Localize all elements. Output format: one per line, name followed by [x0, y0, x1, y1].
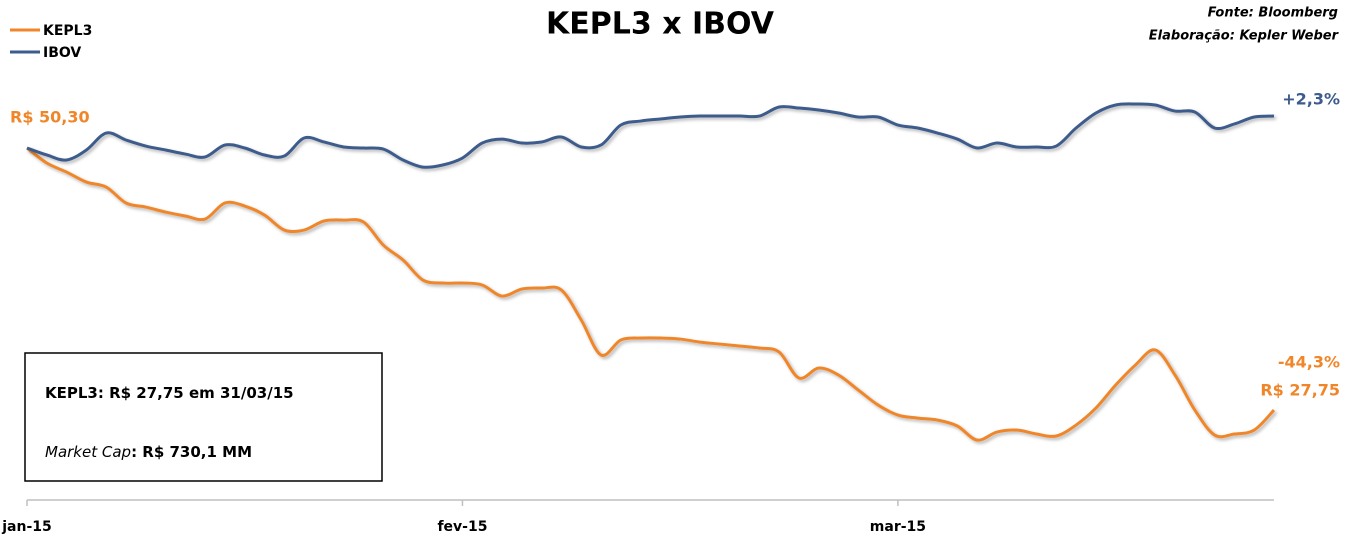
x-tick-label: mar-15: [870, 519, 926, 535]
info-text: : R$ 730,1 MM: [131, 443, 252, 461]
info-text: Market Cap: [45, 443, 131, 461]
legend-label: IBOV: [43, 45, 81, 61]
series-line: [26, 146, 1276, 442]
annotation: R$ 27,75: [1260, 381, 1340, 400]
series-line: [26, 102, 1275, 169]
source: Fonte: Bloomberg: [1208, 6, 1338, 21]
chart-title: KEPL3 x IBOV: [546, 7, 775, 42]
annotation: +2,3%: [1282, 90, 1340, 109]
x-tick-label: jan-15: [1, 519, 52, 535]
x-tick-label: fev-15: [437, 519, 487, 535]
info-text: KEPL3: R$ 27,75 em 31/03/15: [45, 384, 294, 402]
info-text: KEPL3: R$ 27,75 em 31/03/15: [45, 384, 294, 402]
info-text: Market Cap: R$ 730,1 MM: [45, 443, 252, 461]
source: Elaboração: Kepler Weber: [1149, 29, 1340, 44]
annotation: R$ 50,30: [10, 108, 90, 127]
legend-label: KEPL3: [43, 23, 92, 39]
annotation: -44,3%: [1278, 353, 1340, 372]
info-box: [24, 352, 383, 482]
